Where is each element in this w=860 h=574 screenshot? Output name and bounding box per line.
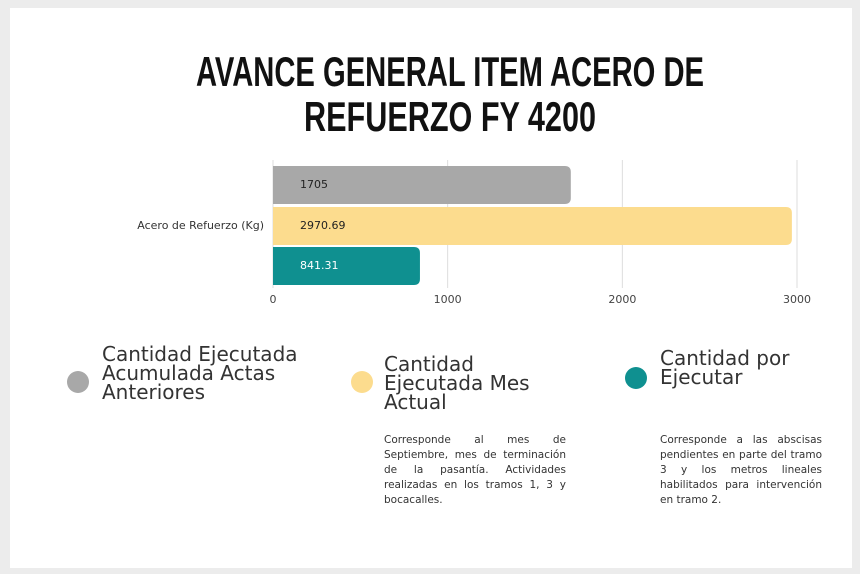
- legend-label: Cantidad por Ejecutar: [660, 346, 790, 389]
- chart-title: REFUERZO FY 4200: [304, 93, 596, 140]
- bar: [273, 166, 571, 204]
- legend-description: Corresponde al mes de Septiembre, mes de…: [384, 434, 566, 506]
- x-tick-label: 2000: [608, 293, 636, 306]
- legend-description: Corresponde a las abscisas pendientes en…: [660, 434, 822, 506]
- legend-label: Cantidad Ejecutada Mes Actual: [384, 352, 530, 414]
- bar: [273, 247, 420, 285]
- x-tick-label: 0: [270, 293, 277, 306]
- legend-label: Cantidad Ejecutada Acumulada Actas Anter…: [102, 342, 298, 404]
- legend-marker: [625, 367, 647, 389]
- data-label: 841.31: [300, 259, 339, 272]
- page: AVANCE GENERAL ITEM ACERO DE REFUERZO FY …: [10, 8, 852, 568]
- chart-title: AVANCE GENERAL ITEM ACERO DE: [196, 48, 704, 95]
- data-label: 1705: [300, 178, 328, 191]
- x-tick-label: 3000: [783, 293, 811, 306]
- data-label: 2970.69: [300, 219, 346, 232]
- legend-marker: [351, 371, 373, 393]
- y-tick-label: Acero de Refuerzo (Kg): [137, 219, 264, 232]
- legend-marker: [67, 371, 89, 393]
- x-tick-label: 1000: [434, 293, 462, 306]
- bar: [273, 207, 792, 245]
